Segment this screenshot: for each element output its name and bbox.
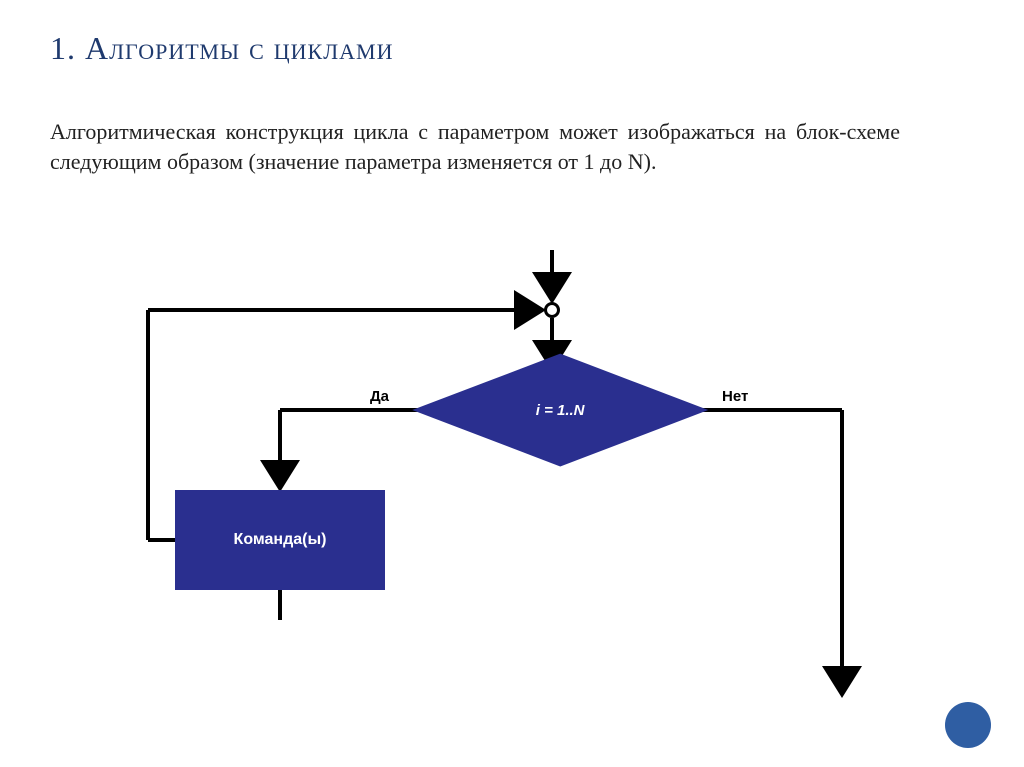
- command-node: Команда(ы): [175, 490, 385, 590]
- decision-node: i = 1..N: [412, 353, 709, 466]
- edge-label-no: Нет: [722, 388, 748, 405]
- command-label: Команда(ы): [234, 531, 327, 549]
- junction-node: [544, 302, 560, 318]
- footer-decorative-dot: [945, 702, 991, 748]
- decision-label: i = 1..N: [536, 401, 585, 418]
- intro-paragraph: Алгоритмическая конструкция цикла с пара…: [50, 117, 900, 176]
- page-title: 1. Алгоритмы с циклами: [50, 30, 974, 67]
- edge-label-yes: Да: [370, 388, 389, 405]
